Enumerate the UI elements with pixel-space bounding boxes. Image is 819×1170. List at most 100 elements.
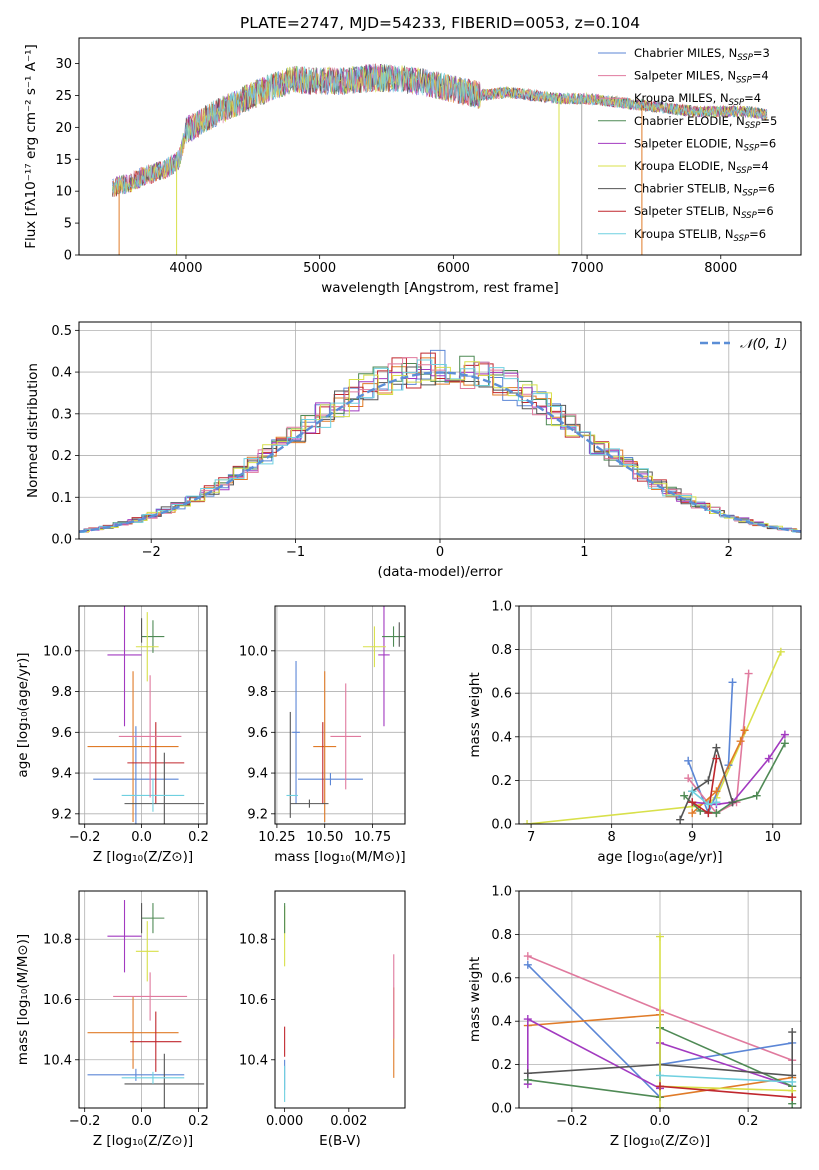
legend-label: Kroupa MILES, N <box>634 91 729 105</box>
weight-point-marker <box>688 787 697 796</box>
y-tick-label: 9.8 <box>51 685 72 700</box>
y-axis-label: mass weight <box>467 957 483 1042</box>
figure-title: PLATE=2747, MJD=54233, FIBERID=0053, z=0… <box>240 14 640 32</box>
legend-label: Chabrier STELIB, N <box>634 182 742 196</box>
legend-label: Chabrier ELODIE, N <box>634 114 745 128</box>
weight-point-marker <box>712 798 721 807</box>
x-tick-label: 2 <box>725 545 733 560</box>
weight-series-line <box>659 936 793 1108</box>
x-tick-label: 8 <box>608 830 616 845</box>
weight-point-marker <box>728 678 737 687</box>
charts: 4000 5000 6000 7000 8000051015202530waveleng… <box>15 37 802 1149</box>
y-tick-label: 0.4 <box>491 1015 512 1030</box>
legend-entry: Chabrier STELIB, NSSP=6 <box>634 182 775 199</box>
weight-point-marker <box>523 1015 532 1024</box>
y-tick-label: 15 <box>55 153 72 168</box>
x-axis-label: age [log₁₀(age/yr)] <box>597 849 722 865</box>
y-tick-label: 10.4 <box>43 1053 72 1068</box>
legend-suffix: =6 <box>759 136 776 150</box>
x-axis-label: Z [log₁₀(Z/Z⊙)] <box>93 849 193 865</box>
x-tick-label: 0.2 <box>738 1114 759 1129</box>
legend-label: Salpeter MILES, N <box>634 69 736 83</box>
legend-label: Chabrier MILES, N <box>634 46 737 60</box>
weight-point-marker <box>788 1093 797 1102</box>
y-tick-label: 25 <box>55 89 72 104</box>
legend-suffix: =5 <box>760 114 777 128</box>
y-tick-label: 0.2 <box>51 449 72 464</box>
x-tick-label: 0.0 <box>650 1114 671 1129</box>
x-axis-label: Z [log₁₀(Z/Z⊙)] <box>610 1133 710 1149</box>
legend-label: Kroupa STELIB, N <box>634 227 734 241</box>
axes-frame <box>518 890 802 1109</box>
weight-point-marker <box>523 952 532 961</box>
weight-point-marker <box>736 737 745 746</box>
weight-point-marker <box>788 1028 797 1037</box>
x-tick-label: 6000 <box>437 261 470 276</box>
y-tick-label: 10.4 <box>239 1053 268 1068</box>
weight-point-marker <box>656 932 664 941</box>
axes-frame <box>78 605 208 825</box>
gaussian-curve <box>79 371 801 533</box>
weight-point-marker <box>684 774 693 783</box>
x-tick-label: 10.25 <box>258 830 295 845</box>
errorbar-group <box>87 900 205 1108</box>
y-tick-label: 10.8 <box>239 933 268 948</box>
legend-subscript: SSP <box>745 121 761 131</box>
y-tick-label: 9.6 <box>51 726 72 741</box>
x-axis-label: wavelength [Angstrom, rest frame] <box>321 280 559 296</box>
x-tick-label: 4000 <box>169 261 202 276</box>
histogram-group <box>79 349 801 533</box>
x-tick-label: 0 <box>436 545 444 560</box>
x-tick-label: 5000 <box>303 261 336 276</box>
mass-vs-Z-chart: −0.2 0.0 0.2 10.4 10.6 10.8 Z [log₁₀(Z/Z⊙)] mas… <box>15 890 209 1149</box>
y-tick-label: 0.3 <box>51 407 72 422</box>
legend-subscript: SSP <box>734 234 750 244</box>
legend-suffix: =4 <box>744 91 761 105</box>
y-axis-label: mass weight <box>467 672 483 757</box>
x-tick-label: 8000 <box>704 261 737 276</box>
age-vs-mass-chart: 10.25 10.50 10.75 9.2 9.4 9.6 9.8 10.0 mass [log… <box>239 605 406 865</box>
y-axis-label: mass [log₁₀(M/M⊙)] <box>15 934 31 1065</box>
legend-entry: 𝒩(0, 1) <box>740 337 787 352</box>
weight-point-marker <box>704 800 713 809</box>
weight-series-line <box>659 1074 793 1083</box>
y-tick-label: 10.6 <box>43 993 72 1008</box>
weight-point-marker <box>676 815 685 824</box>
x-tick-label: 0.0 <box>131 1114 152 1129</box>
y-axis-label: Normed distribution <box>25 363 41 498</box>
legend-label: Kroupa ELODIE, N <box>634 159 736 173</box>
y-tick-label: 0.4 <box>51 366 72 381</box>
y-tick-label: 10.6 <box>239 993 268 1008</box>
y-tick-label: 9.2 <box>51 807 72 822</box>
y-tick-label: 10.8 <box>43 933 72 948</box>
x-tick-label: 10.75 <box>354 830 391 845</box>
legend-label: Salpeter STELIB, N <box>634 204 741 218</box>
y-axis-label: Flux [fλ10⁻¹⁷ erg cm⁻² s⁻¹ A⁻¹] <box>23 44 39 249</box>
legend-label: Salpeter ELODIE, N <box>634 136 744 150</box>
y-tick-label: 1.0 <box>491 600 512 615</box>
x-axis-label: E(B-V) <box>319 1133 361 1149</box>
weight-point-marker <box>656 1082 664 1091</box>
y-tick-label: 20 <box>55 121 72 136</box>
axes-frame <box>78 321 802 540</box>
weight-point-marker <box>688 798 697 807</box>
x-axis-label: mass [log₁₀(M/M⊙)] <box>274 849 405 865</box>
y-tick-label: 9.8 <box>247 685 268 700</box>
legend-entry: Salpeter MILES, NSSP=4 <box>634 69 769 86</box>
axes-frame <box>78 890 208 1109</box>
y-tick-label: 10.0 <box>43 644 72 659</box>
y-tick-label: 9.6 <box>247 726 268 741</box>
weight-point-marker <box>776 647 785 656</box>
weight-point-marker <box>688 809 697 818</box>
legend-entry: Kroupa MILES, NSSP=4 <box>634 91 761 108</box>
weight-point-marker <box>704 776 713 785</box>
weight-series-line <box>691 730 746 814</box>
axes-frame <box>274 890 406 1109</box>
y-tick-label: 0.8 <box>491 643 512 658</box>
y-tick-label: 10 <box>55 185 72 200</box>
x-tick-label: −2 <box>142 545 161 560</box>
legend-entry: Chabrier ELODIE, NSSP=5 <box>634 114 777 131</box>
weight-point-marker <box>523 960 532 969</box>
y-tick-label: 9.4 <box>247 767 268 782</box>
